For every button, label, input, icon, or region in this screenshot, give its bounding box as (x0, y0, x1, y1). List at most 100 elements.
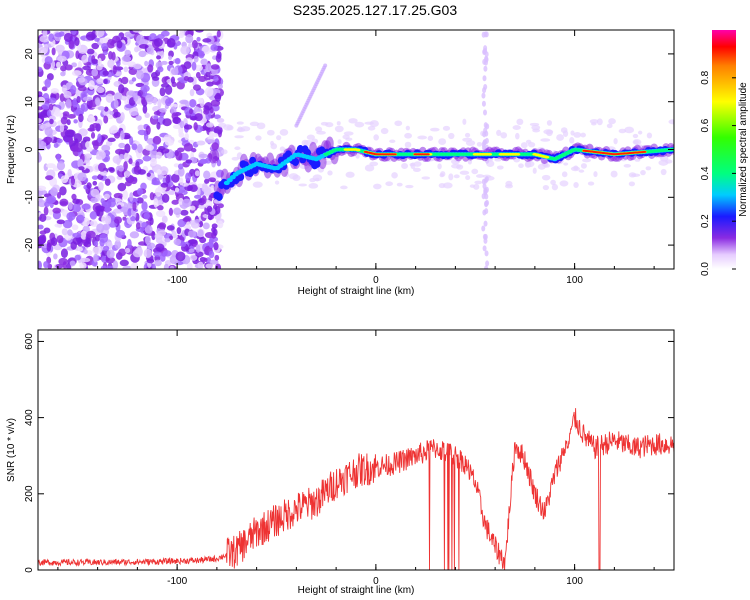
heatmap-cell (484, 176, 489, 183)
plot-frame (37, 329, 675, 571)
heatmap-cell (482, 245, 487, 252)
heatmap-cell (582, 158, 592, 163)
heatmap-cell (206, 81, 214, 87)
heatmap-cell (92, 180, 98, 186)
heatmap-cell (234, 146, 241, 151)
colorbar-tick-label: 0.2 (700, 214, 711, 228)
heatmap-cell (175, 251, 186, 262)
heatmap-cell (113, 92, 123, 102)
heatmap-cell (145, 144, 154, 151)
heatmap-cell (208, 177, 216, 183)
heatmap-cell (118, 142, 126, 149)
heatmap-cell (198, 97, 204, 104)
heatmap-cell (578, 169, 585, 173)
heatmap-cell (100, 265, 107, 269)
heatmap-cell (171, 173, 180, 183)
heatmap-cell (213, 114, 221, 120)
heatmap-cell (187, 43, 193, 48)
heatmap-cell (482, 75, 487, 82)
heatmap-cell (130, 263, 137, 269)
heatmap-cell (74, 142, 83, 153)
heatmap-cell (389, 139, 396, 144)
heatmap-cell (606, 123, 613, 129)
heatmap-cell (153, 115, 159, 120)
heatmap-cell (146, 172, 151, 177)
heatmap-cell (373, 183, 382, 190)
heatmap-cell (213, 75, 219, 82)
heatmap-cell (195, 244, 201, 253)
heatmap-cell (197, 229, 204, 238)
heatmap-cell (210, 64, 220, 70)
heatmap-cell (481, 100, 486, 107)
heatmap-cell (412, 167, 421, 173)
heatmap-cell (85, 230, 96, 239)
heatmap-cell (94, 37, 100, 42)
heatmap-cell (542, 184, 550, 191)
heatmap-cell (49, 103, 54, 111)
y-tick-label: 200 (24, 485, 35, 502)
heatmap-cell (95, 30, 105, 38)
heatmap-cell (150, 263, 157, 269)
heatmap-cell (56, 138, 63, 144)
heatmap-cell (163, 263, 169, 269)
heatmap-cell (641, 150, 647, 153)
heatmap-cell (421, 176, 431, 180)
heatmap-cell (369, 120, 379, 127)
heatmap-cell (73, 133, 83, 143)
heatmap-cell (214, 263, 222, 269)
heatmap-cell (120, 130, 125, 141)
heatmap-cell (132, 249, 143, 258)
heatmap-cell (192, 84, 201, 91)
y-tick-label: 400 (24, 409, 35, 426)
heatmap-cell (231, 156, 240, 161)
heatmap-cell (483, 220, 488, 227)
heatmap-cell (129, 231, 140, 239)
heatmap-cell (221, 149, 228, 155)
heatmap-cell (94, 240, 99, 247)
heatmap-cell (481, 31, 486, 38)
heatmap-cell (165, 174, 171, 184)
heatmap-cell (308, 183, 319, 189)
heatmap-cell (91, 122, 99, 129)
heatmap-cell (56, 153, 61, 162)
heatmap-cell (123, 161, 128, 171)
heatmap-cell (396, 182, 403, 187)
heatmap-cell (142, 86, 148, 97)
heatmap-cell (336, 121, 341, 126)
heatmap-cell (634, 158, 641, 162)
heatmap-cell (323, 63, 328, 68)
heatmap-cell (462, 118, 467, 125)
heatmap-cell (189, 99, 197, 108)
heatmap-cell (74, 37, 80, 46)
heatmap-cell (165, 98, 172, 107)
heatmap-cell (471, 168, 479, 175)
heatmap-cell (505, 180, 513, 187)
heatmap-cell (563, 162, 569, 166)
heatmap-cell (203, 257, 208, 263)
heatmap-cell (61, 84, 67, 94)
heatmap-cell (49, 118, 54, 125)
heatmap-cell (405, 125, 410, 131)
heatmap-cell (48, 209, 54, 215)
heatmap-cell (82, 136, 91, 143)
heatmap-cell (131, 111, 139, 116)
heatmap-cell (134, 165, 139, 172)
colorbar-tick-label: 0.6 (700, 118, 711, 132)
heatmap-cell (580, 163, 587, 169)
heatmap-cell (162, 250, 172, 257)
heatmap-cell (187, 185, 192, 192)
heatmap-cell (113, 111, 121, 118)
heatmap-cell (90, 188, 100, 198)
heatmap-cell (83, 249, 88, 255)
heatmap-cell (118, 84, 125, 94)
heatmap-cell (483, 65, 488, 72)
heatmap-cell (107, 59, 115, 68)
heatmap-cell (156, 121, 161, 130)
heatmap-cell (130, 176, 138, 185)
heatmap-cell (482, 139, 487, 146)
heatmap-cell (69, 260, 76, 267)
heatmap-cell (195, 71, 201, 79)
y-tick-label: 20 (24, 48, 35, 60)
heatmap-cell (65, 98, 72, 109)
snr-line (38, 408, 674, 570)
